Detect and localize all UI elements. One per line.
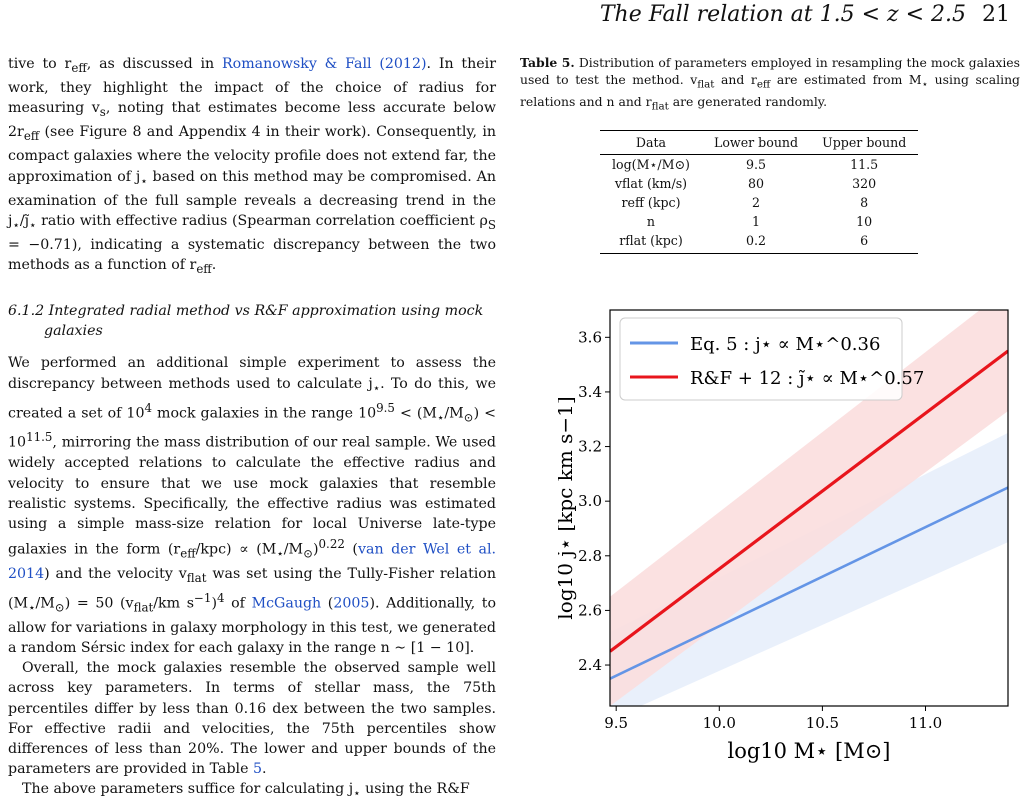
legend-box	[619, 317, 903, 401]
x-tick-label: 10.5	[806, 714, 839, 732]
page-number: 21	[982, 2, 1010, 27]
fall-relation-chart: 9.5 10.0 10.5 11.0 2.4 2.6 2.8 3.0 3.2 3.4 3.6 lo…	[553, 292, 1018, 792]
table-header: Lower bound	[701, 129, 811, 155]
citation-mcgaugh-year[interactable]: 2005	[333, 595, 370, 612]
subsection-title: 6.1.2 Integrated radial method vs R&F ap…	[8, 303, 484, 340]
y-tick-label: 3.4	[578, 383, 602, 401]
y-tick-label: 2.4	[578, 656, 602, 674]
table-row: reff (kpc) 2 8	[621, 194, 869, 210]
parameters-table: Data Lower bound Upper bound log(M⋆/M⊙) 9…	[600, 129, 919, 254]
y-tick-label: 2.8	[578, 547, 602, 565]
citation-van-der-wel[interactable]: van der Wel et al. 2014	[8, 541, 497, 582]
y-tick-label: 3.6	[578, 328, 602, 346]
series-band-1	[610, 310, 1008, 706]
legend-label-0: Eq. 5 : j⋆ ∝ M⋆^0.36	[690, 334, 880, 355]
series-line-1	[610, 349, 1008, 653]
y-tick-label: 3.0	[578, 492, 602, 510]
paragraph-1: tive to reff, as discussed in Romanowsky…	[8, 56, 497, 276]
table-reference[interactable]: 5	[253, 761, 263, 778]
citation-mcgaugh[interactable]: McGaugh	[251, 595, 322, 612]
paragraph-2: We performed an additional simple experi…	[8, 355, 497, 656]
series-line-0	[610, 486, 1008, 680]
x-tick-label: 10.0	[703, 714, 736, 732]
plot-frame	[609, 309, 1009, 707]
y-tick-label: 2.6	[578, 601, 602, 619]
x-tick-label: 9.5	[604, 714, 628, 732]
table-row: vflat (km/s) 80 320	[614, 175, 877, 191]
legend-label-1: R&F + 12 : j̃⋆ ∝ M⋆^0.57	[690, 368, 924, 389]
x-axis-label: log10 M⋆ [M⊙]	[727, 739, 890, 763]
table-header: Upper bound	[810, 129, 919, 155]
citation-romanowsky-fall[interactable]: Romanowsky & Fall (2012)	[221, 56, 427, 72]
x-tick-label: 11.0	[909, 714, 942, 732]
table-row: rflat (kpc) 0.2 6	[600, 230, 919, 254]
table-row: n 1 10	[646, 213, 873, 229]
running-head-title: The Fall relation at 1.5 < z < 2.5	[599, 2, 966, 27]
paragraph-4: The above parameters suffice for calcula…	[22, 781, 470, 801]
table-caption: Table 5. Distribution of parameters empl…	[520, 55, 1020, 113]
y-axis-label: log10 j⋆ [kpc km s−1]	[558, 396, 577, 619]
table-header: Data	[600, 129, 702, 155]
running-head: The Fall relation at 1.5 < z < 2.5 21	[600, 2, 1010, 27]
legend: Eq. 5 : j⋆ ∝ M⋆^0.36 R&F + 12 : j̃⋆ ∝ M⋆^…	[619, 317, 924, 401]
paragraph-3: Overall, the mock galaxies resemble the …	[8, 660, 496, 778]
left-column: tive to reff, as discussed in Romanowsky…	[8, 54, 496, 803]
chart-svg: 9.5 10.0 10.5 11.0 2.4 2.6 2.8 3.0 3.2 3.4 3.6 lo…	[553, 309, 1009, 763]
right-column: Table 5. Distribution of parameters empl…	[520, 54, 1020, 254]
table-row: log(M⋆/M⊙) 9.5 11.5	[612, 156, 879, 172]
y-tick-label: 3.2	[578, 438, 602, 456]
series-band-0	[610, 432, 1008, 706]
